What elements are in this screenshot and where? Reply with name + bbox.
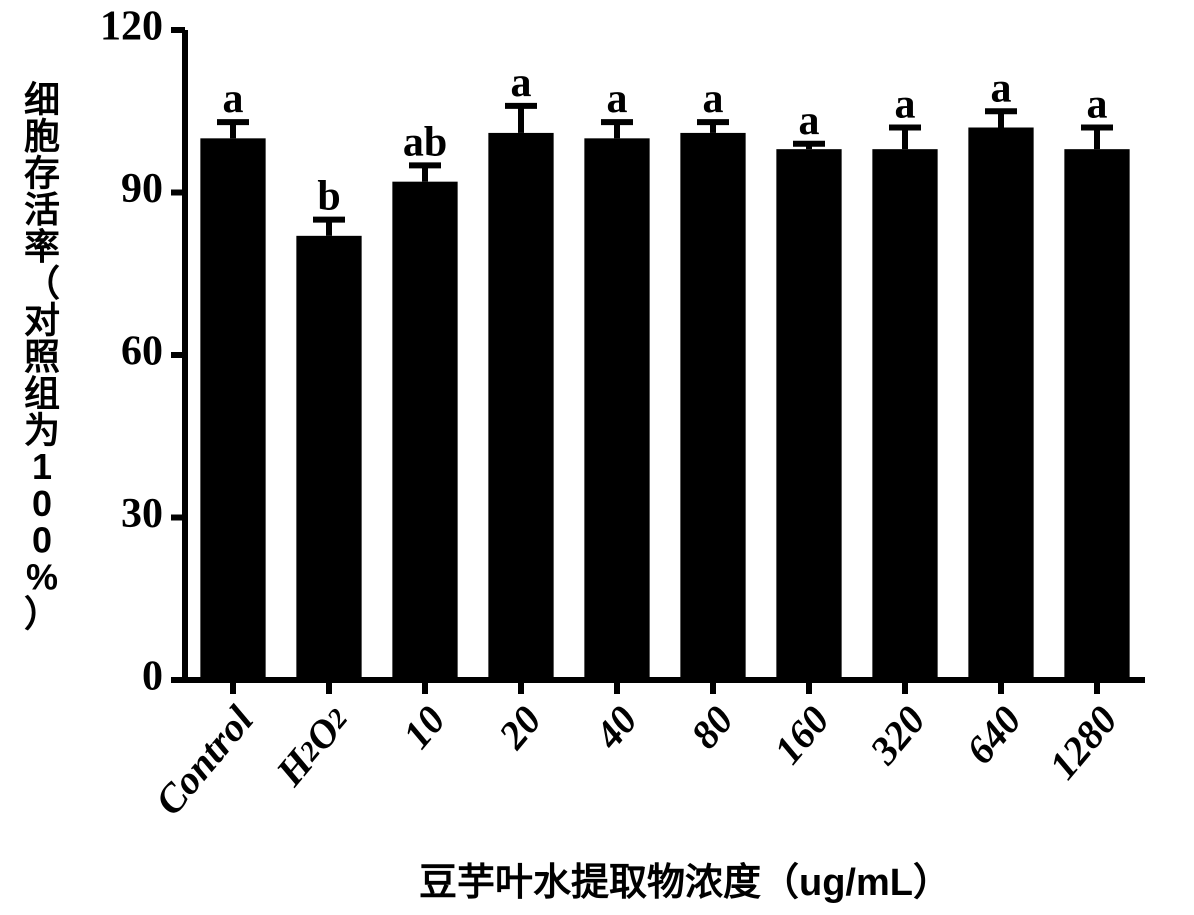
significance-label: a <box>1087 82 1108 128</box>
chart-container: ababaaaaaaa0306090120ControlH2O210204080… <box>0 0 1194 915</box>
y-axis-title-char: 0 <box>32 520 52 561</box>
x-category-label: 40 <box>585 697 646 757</box>
y-axis-title-char: 1 <box>32 446 52 487</box>
bar <box>488 133 553 680</box>
y-tick-label: 30 <box>121 491 163 537</box>
x-category-label: 20 <box>489 697 550 757</box>
significance-label: ab <box>403 119 447 165</box>
y-tick-label: 0 <box>142 654 163 700</box>
significance-label: a <box>799 98 820 144</box>
x-category-label: 320 <box>860 697 934 773</box>
y-tick-label: 60 <box>121 329 163 375</box>
bar <box>680 133 745 680</box>
bar <box>584 138 649 680</box>
significance-label: a <box>223 76 244 122</box>
x-category-label: H2O2 <box>266 697 358 794</box>
y-axis-title-char: 照 <box>24 336 60 377</box>
significance-label: a <box>511 60 532 106</box>
x-category-label: 1280 <box>1040 697 1126 787</box>
bar <box>392 182 457 680</box>
significance-label: a <box>895 82 916 128</box>
x-category-label: Control <box>146 697 262 824</box>
y-tick-label: 90 <box>121 166 163 212</box>
bar <box>968 128 1033 681</box>
y-axis-title-char: 活 <box>24 189 60 230</box>
x-category-label: 640 <box>957 697 1030 772</box>
y-axis-title-char: （ <box>24 263 60 304</box>
y-axis-title-char: 胞 <box>24 116 60 157</box>
y-axis-title-char: 细 <box>24 79 60 120</box>
y-axis-title-char: 率 <box>24 226 60 267</box>
y-axis-title-char: % <box>26 556 58 597</box>
bar <box>872 149 937 680</box>
y-axis-title-char: 对 <box>24 299 60 340</box>
significance-label: a <box>607 76 628 122</box>
bar-chart: ababaaaaaaa0306090120ControlH2O210204080… <box>0 0 1194 915</box>
bar <box>1064 149 1129 680</box>
y-axis-title-char: 为 <box>24 409 60 450</box>
significance-label: a <box>703 76 724 122</box>
bar <box>200 138 265 680</box>
y-axis-title-char: 存 <box>24 152 60 193</box>
y-axis-title-char: 组 <box>24 373 60 414</box>
x-category-label: 10 <box>394 697 454 757</box>
bar <box>296 236 361 680</box>
y-tick-label: 120 <box>100 4 163 50</box>
x-category-label: 80 <box>682 697 742 757</box>
x-category-label: 160 <box>765 697 838 772</box>
x-axis-title: 豆芋叶水提取物浓度（ug/mL） <box>419 862 951 904</box>
y-axis-title-char: 0 <box>32 483 52 524</box>
significance-label: b <box>317 174 340 220</box>
y-axis-title: 细胞存活率（对照组为100%） <box>24 79 60 634</box>
bar <box>776 149 841 680</box>
significance-label: a <box>991 65 1012 111</box>
y-axis-title-char: ） <box>24 593 60 634</box>
